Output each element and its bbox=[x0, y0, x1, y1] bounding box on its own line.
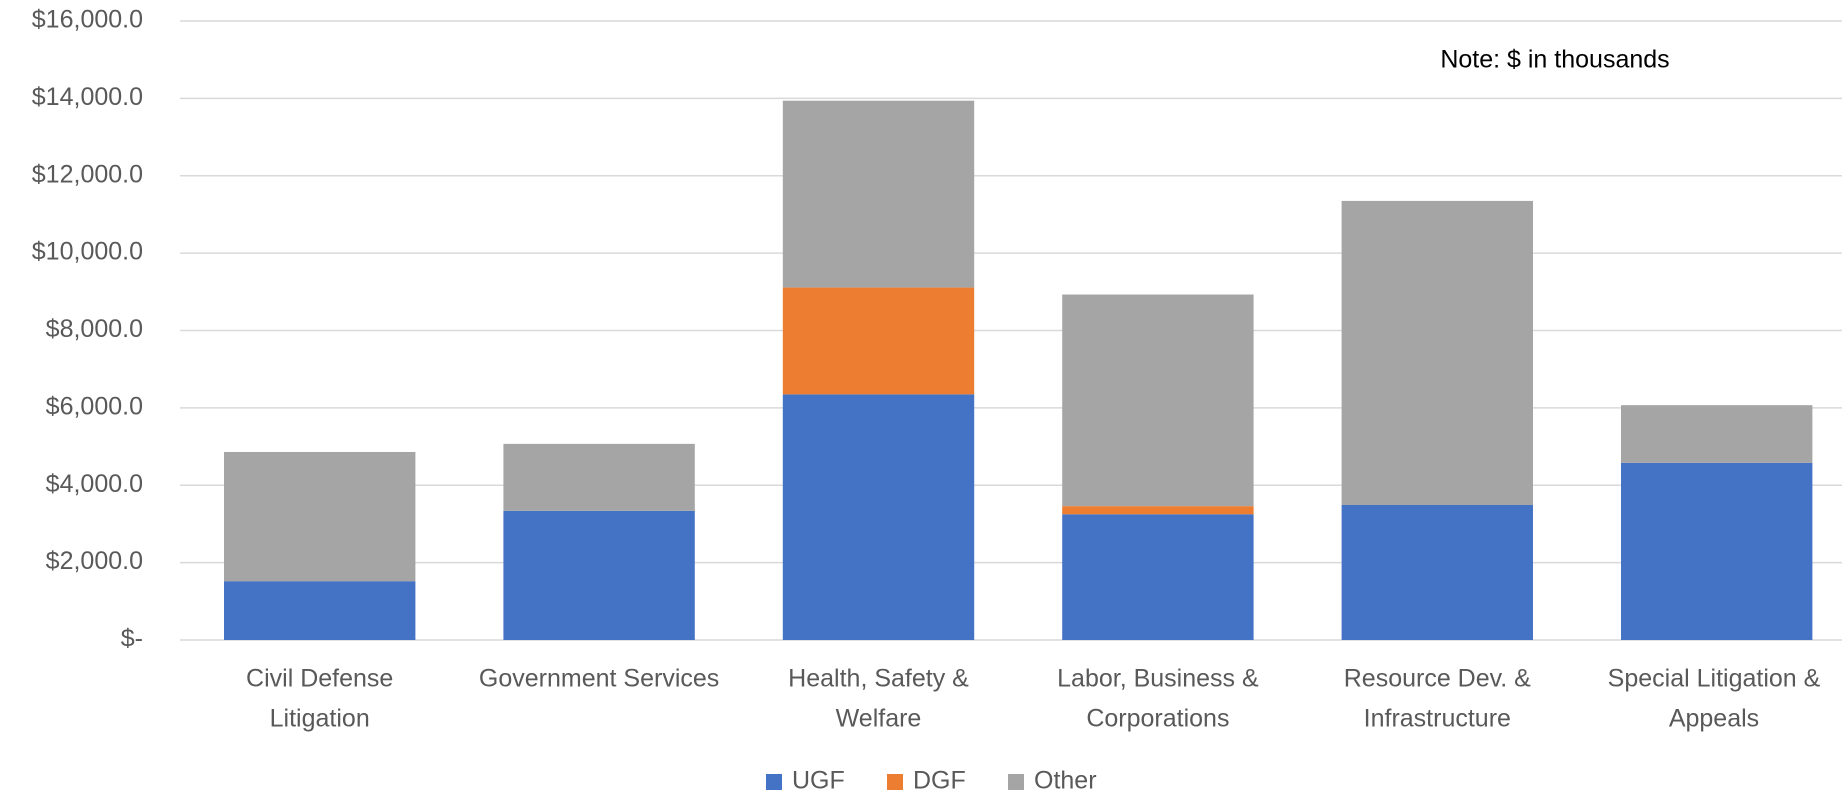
x-tick-label: Infrastructure bbox=[1364, 705, 1511, 733]
legend-swatch bbox=[1008, 774, 1024, 790]
x-tick-label: Health, Safety & bbox=[788, 665, 969, 693]
y-tick-label: $4,000.0 bbox=[46, 470, 143, 498]
bar-segment bbox=[782, 394, 975, 640]
bar-segment bbox=[1621, 405, 1813, 463]
bar-segment bbox=[503, 443, 695, 511]
bar-segment bbox=[782, 287, 975, 395]
bar-segment bbox=[1341, 504, 1533, 640]
x-tick-label: Civil Defense bbox=[246, 665, 393, 693]
x-tick-label: Appeals bbox=[1669, 705, 1759, 733]
legend-label: UGF bbox=[792, 767, 845, 795]
y-tick-label: $2,000.0 bbox=[46, 547, 143, 575]
legend-swatch bbox=[887, 774, 903, 790]
bar-segment bbox=[1062, 514, 1254, 640]
bar-segment bbox=[1621, 462, 1813, 640]
x-tick-label: Government Services bbox=[479, 665, 719, 693]
y-tick-label: $16,000.0 bbox=[32, 6, 143, 34]
annotation: Note: $ in thousands bbox=[1440, 46, 1669, 74]
y-tick-label: $12,000.0 bbox=[32, 160, 143, 188]
legend-label: DGF bbox=[913, 767, 966, 795]
bar-segment bbox=[503, 510, 695, 640]
x-tick-label: Labor, Business & bbox=[1057, 665, 1259, 693]
x-tick-label: Special Litigation & bbox=[1608, 665, 1821, 693]
y-tick-label: $10,000.0 bbox=[32, 238, 143, 266]
x-tick-label: Resource Dev. & bbox=[1344, 665, 1531, 693]
legend-swatch bbox=[766, 774, 782, 790]
y-tick-label: $6,000.0 bbox=[46, 392, 143, 420]
bar-segment bbox=[782, 100, 975, 288]
y-tick-label: $- bbox=[121, 625, 143, 653]
x-tick-label: Welfare bbox=[836, 705, 922, 733]
bar-segment bbox=[224, 581, 416, 640]
x-tick-label: Corporations bbox=[1086, 705, 1229, 733]
bar-segment bbox=[1062, 294, 1254, 507]
x-tick-label: Litigation bbox=[270, 705, 370, 733]
bar-segment bbox=[1062, 506, 1254, 515]
legend-label: Other bbox=[1034, 767, 1097, 795]
y-tick-label: $14,000.0 bbox=[32, 83, 143, 111]
bar-segment bbox=[224, 451, 416, 582]
bar-segment bbox=[1341, 200, 1533, 505]
y-tick-label: $8,000.0 bbox=[46, 315, 143, 343]
